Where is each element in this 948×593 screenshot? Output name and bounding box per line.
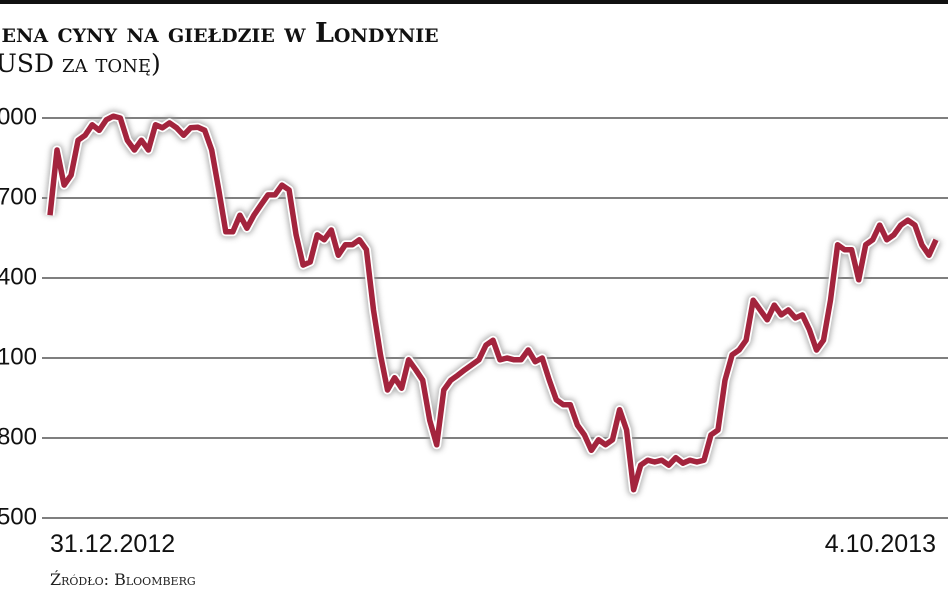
y-tick-label: 25 000	[0, 103, 37, 130]
x-tick-label: 31.12.2012	[50, 530, 175, 558]
plot	[44, 110, 942, 496]
line	[47, 113, 939, 493]
line-halo	[45, 111, 941, 495]
y-tick-label: 21 100	[0, 343, 37, 370]
y-tick-label: 18 500	[0, 503, 37, 530]
grid: 18 500 19 800 21 100 22 400 23 700 25 000	[0, 103, 948, 530]
source: Źródło: Bloomberg	[50, 569, 196, 589]
chart-subtitle: (USD za tonę)	[0, 49, 161, 78]
line-shadow	[44, 110, 942, 496]
x-tick-label: 4.10.2013	[825, 530, 936, 558]
y-tick-label: 23 700	[0, 183, 37, 210]
y-tick-label: 19 800	[0, 423, 37, 450]
y-tick-label: 22 400	[0, 263, 37, 290]
chart-title: Cena cyny na giełdzie w Londynie	[0, 18, 439, 49]
